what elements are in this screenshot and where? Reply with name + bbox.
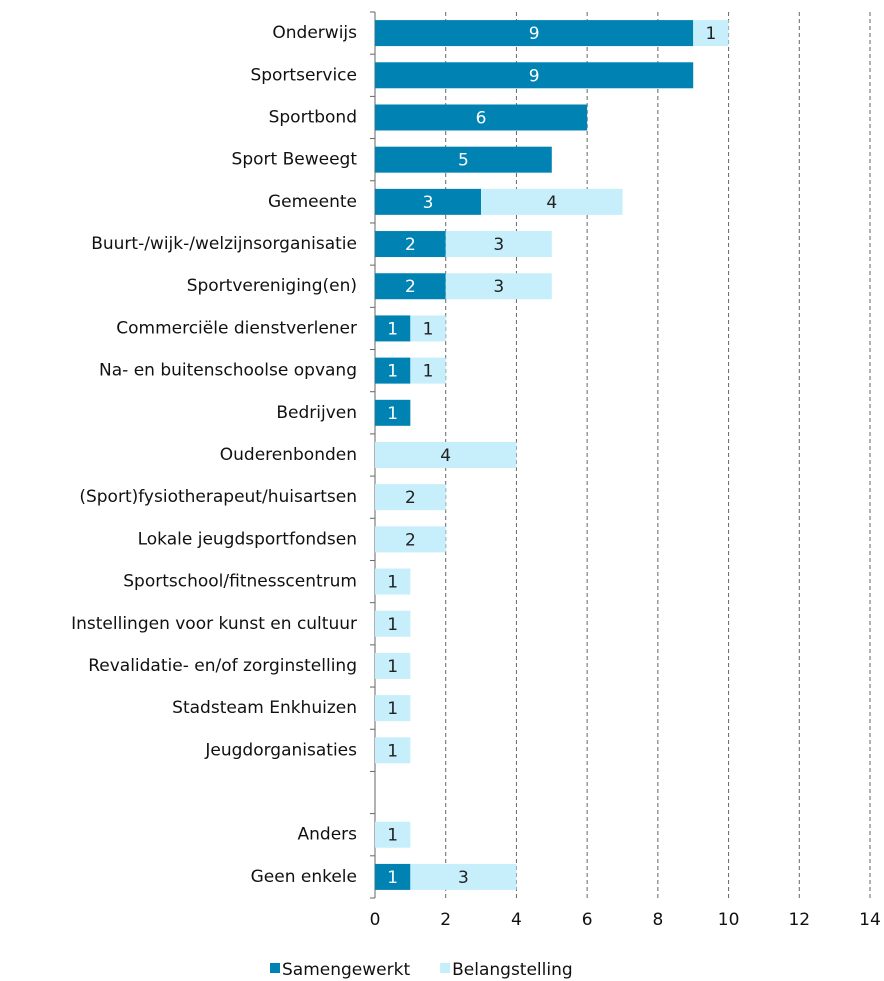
- value-label: 3: [423, 193, 434, 213]
- category-label: Sport Beweegt: [232, 150, 358, 170]
- category-label: Sportschool/fitnesscentrum: [123, 572, 357, 592]
- x-tick-label: 4: [511, 910, 522, 930]
- legend-swatch: [270, 963, 280, 973]
- value-label: 6: [476, 108, 487, 128]
- x-tick-label: 8: [652, 910, 663, 930]
- bar: [410, 357, 446, 384]
- x-tick-label: 6: [582, 910, 593, 930]
- bar: [375, 695, 411, 722]
- category-label: Commerciële dienstverlener: [116, 318, 357, 338]
- bar: [375, 568, 411, 595]
- legend-label: Belangstelling: [452, 960, 573, 980]
- value-label: 1: [387, 657, 398, 677]
- value-label: 1: [705, 24, 716, 44]
- x-tick-label: 12: [788, 910, 810, 930]
- category-label: Sportbond: [269, 107, 357, 127]
- bar: [481, 188, 623, 215]
- bar: [375, 188, 482, 215]
- value-label: 2: [405, 277, 416, 297]
- value-label: 1: [387, 615, 398, 635]
- category-label: Geen enkele: [251, 867, 357, 887]
- x-tick-label: 0: [370, 910, 381, 930]
- category-label: Revalidatie- en/of zorginstelling: [88, 656, 357, 676]
- bar: [375, 652, 411, 679]
- category-label: Sportvereniging(en): [187, 276, 357, 296]
- value-label: 2: [405, 488, 416, 508]
- category-label: Gemeente: [268, 192, 357, 212]
- bar: [445, 231, 552, 258]
- x-tick-label: 10: [718, 910, 740, 930]
- bar: [375, 273, 446, 300]
- bar: [375, 399, 411, 426]
- value-label: 9: [529, 66, 540, 86]
- value-label: 2: [405, 235, 416, 255]
- bar: [375, 610, 411, 637]
- value-label: 1: [387, 826, 398, 846]
- bar: [375, 315, 411, 342]
- value-label: 3: [458, 868, 469, 888]
- value-label: 3: [493, 235, 504, 255]
- bar: [375, 62, 694, 89]
- value-label: 5: [458, 151, 469, 171]
- bar: [375, 357, 411, 384]
- category-label: Anders: [298, 825, 358, 845]
- bar: [375, 526, 446, 553]
- category-label: Stadsteam Enkhuizen: [172, 698, 357, 718]
- bar: [375, 737, 411, 764]
- value-label: 4: [440, 446, 451, 466]
- category-label: Sportservice: [250, 65, 357, 85]
- bar: [375, 863, 411, 890]
- bar: [375, 231, 446, 258]
- bar: [410, 315, 446, 342]
- category-label: (Sport)fysiotherapeut/huisartsen: [79, 487, 357, 507]
- value-label: 1: [387, 362, 398, 382]
- category-label: Buurt-/wijk-/welzijnsorganisatie: [91, 234, 357, 254]
- x-tick-label: 2: [440, 910, 451, 930]
- value-label: 1: [387, 741, 398, 761]
- category-label: Ouderenbonden: [220, 445, 357, 465]
- bar: [410, 863, 517, 890]
- bar: [375, 442, 517, 468]
- bar: [693, 20, 729, 47]
- category-label: Bedrijven: [276, 403, 357, 423]
- category-label: Onderwijs: [272, 23, 357, 43]
- legend-label: Samengewerkt: [282, 960, 410, 980]
- value-label: 1: [387, 404, 398, 424]
- category-label: Jeugdorganisaties: [204, 740, 357, 760]
- category-label: Na- en buitenschoolse opvang: [99, 361, 357, 381]
- value-label: 9: [529, 24, 540, 44]
- value-label: 4: [546, 193, 557, 213]
- value-label: 2: [405, 530, 416, 550]
- value-label: 1: [387, 573, 398, 593]
- category-label: Instellingen voor kunst en cultuur: [71, 614, 357, 634]
- bar: [375, 20, 694, 47]
- value-label: 1: [423, 319, 434, 339]
- value-label: 1: [387, 319, 398, 339]
- value-label: 1: [387, 699, 398, 719]
- value-label: 3: [493, 277, 504, 297]
- category-label: Lokale jeugdsportfondsen: [138, 529, 357, 549]
- bar: [445, 273, 552, 300]
- legend-swatch: [440, 963, 451, 973]
- value-label: 1: [423, 362, 434, 382]
- bar: [375, 104, 588, 131]
- bar: [375, 146, 552, 173]
- bar: [375, 484, 446, 511]
- bar: [375, 821, 411, 848]
- x-tick-label: 14: [859, 910, 881, 930]
- value-label: 1: [387, 868, 398, 888]
